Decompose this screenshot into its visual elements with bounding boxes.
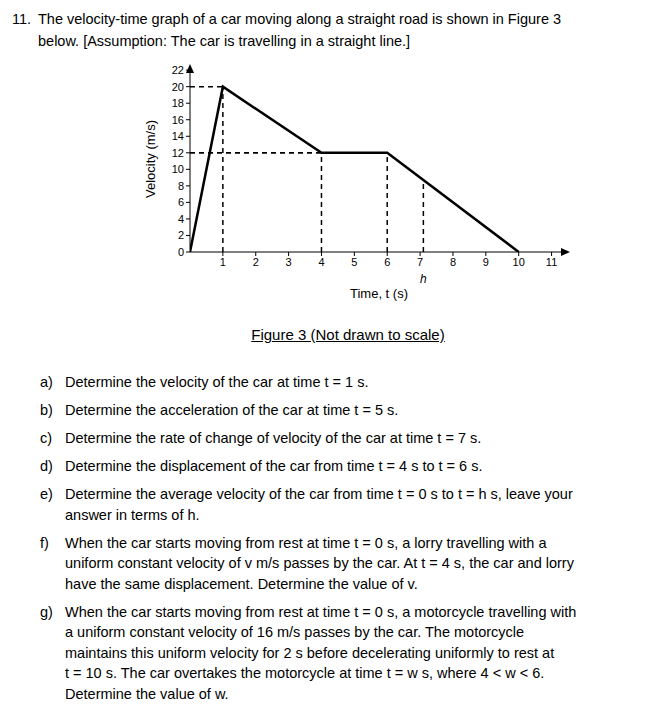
html-text:Determine the displacement of: Determine the displacement of the car fr… [65, 458, 483, 474]
html-text:When the car starts moving fro: When the car starts moving from rest at … [65, 534, 547, 551]
svg-text:h: h [420, 272, 427, 286]
html-text:When the car starts moving fro: When the car starts moving from rest at … [65, 603, 577, 620]
svg-text:Time, t (s): Time, t (s) [350, 286, 408, 301]
svg-text:Velocity (m/s): Velocity (m/s) [143, 120, 158, 198]
svg-text:5: 5 [351, 256, 357, 268]
html-text:t = 10 s. The car overtakes th: t = 10 s. The car overtakes the motorcyc… [65, 665, 545, 681]
html-text:Determine the average velocity: Determine the average velocity of the ca… [65, 486, 573, 502]
svg-text:22: 22 [172, 64, 184, 76]
html-text:g): g) [40, 603, 53, 620]
svg-text:2: 2 [253, 256, 259, 268]
html-text:Determine the acceleration of: Determine the acceleration of the car at… [65, 402, 399, 418]
svg-text:8: 8 [450, 256, 456, 268]
html-text:f): f) [40, 534, 49, 551]
svg-text:7: 7 [417, 256, 423, 268]
html-text:maintains this uniform velocit: maintains this uniform velocity for 2 s … [65, 644, 555, 661]
svg-text:9: 9 [483, 256, 489, 268]
html-text:e): e) [40, 486, 53, 502]
svg-text:1: 1 [220, 256, 226, 268]
svg-text:3: 3 [286, 256, 292, 268]
html-text:uniform constant velocity of v: uniform constant velocity of v m/s passe… [65, 555, 574, 571]
svg-text:0: 0 [178, 246, 184, 258]
svg-text:14: 14 [172, 130, 184, 142]
svg-text:6: 6 [178, 196, 184, 208]
svg-text:18: 18 [172, 97, 184, 109]
html-text:a): a) [40, 374, 53, 390]
html-text:Figure 3 (Not drawn to scale): Figure 3 (Not drawn to scale) [251, 326, 445, 343]
html-text:11.: 11. [12, 11, 32, 27]
svg-text:2: 2 [178, 229, 184, 241]
html-text:The velocity-time graph of a c: The velocity-time graph of a car moving … [38, 11, 562, 27]
html-text:below. [Assumption: The car is: below. [Assumption: The car is travellin… [38, 33, 411, 49]
svg-text:20: 20 [172, 81, 184, 93]
svg-text:10: 10 [172, 163, 184, 175]
svg-text:6: 6 [384, 256, 390, 268]
svg-text:8: 8 [178, 180, 184, 192]
html-text:Determine the velocity of the: Determine the velocity of the car at tim… [65, 374, 369, 390]
svg-text:12: 12 [172, 147, 184, 159]
svg-text:10: 10 [513, 256, 525, 268]
html-text:Determine the value of w.: Determine the value of w. [65, 685, 229, 702]
html-text:have the same displacement. De: have the same displacement. Determine th… [65, 575, 418, 592]
html-text:answer in terms of h.: answer in terms of h. [65, 506, 200, 523]
html-text:a uniform constant velocity of: a uniform constant velocity of 16 m/s pa… [65, 624, 525, 640]
html-text:c): c) [40, 430, 53, 446]
svg-text:11: 11 [546, 256, 557, 268]
svg-text:4: 4 [318, 256, 324, 268]
html-text:d): d) [40, 458, 53, 474]
svg-text:4: 4 [178, 213, 184, 225]
svg-text:16: 16 [172, 114, 184, 126]
html-text:Determine the rate of change o: Determine the rate of change of velocity… [65, 430, 482, 446]
html-text:b): b) [40, 402, 53, 418]
